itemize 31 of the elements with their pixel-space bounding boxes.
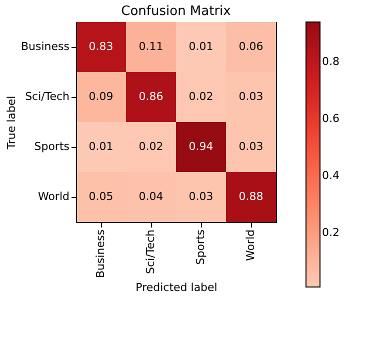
color-bar-label: 0.8: [322, 54, 340, 68]
data-label: 0.06: [238, 40, 264, 53]
color-bar-label: 0.4: [322, 168, 340, 182]
data-label: 0.05: [88, 190, 114, 203]
data-label: 0.02: [138, 140, 164, 153]
color-bar-label: 0.2: [322, 226, 340, 239]
data-label: 0.83: [88, 40, 114, 53]
y-tick-label: World: [38, 190, 70, 203]
y-tick-label: Business: [20, 40, 70, 53]
data-label: 0.88: [238, 190, 264, 203]
data-label: 0.01: [188, 40, 214, 53]
data-label: 0.94: [188, 140, 214, 153]
data-label: 0.02: [188, 90, 214, 103]
data-label: 0.03: [238, 140, 264, 153]
x-tick-label: World: [244, 230, 257, 262]
chart-title: Confusion Matrix: [121, 4, 232, 19]
x-tick-label: Sci/Tech: [144, 229, 157, 274]
data-label: 0.86: [138, 90, 164, 103]
color-bar-label: 0.6: [322, 112, 340, 125]
x-tick-label: Business: [94, 229, 107, 278]
y-tick-label: Sports: [34, 140, 70, 153]
data-label: 0.01: [88, 140, 114, 153]
x-tick-label: Sports: [194, 229, 207, 265]
data-label: 0.03: [188, 190, 214, 203]
data-label: 0.09: [88, 90, 114, 103]
y-tick-label: Sci/Tech: [25, 90, 70, 103]
data-label: 0.04: [138, 190, 164, 203]
y-axis-title: True label: [4, 96, 18, 150]
data-label: 0.11: [138, 40, 164, 53]
data-label: 0.03: [238, 90, 264, 103]
x-axis-title: Predicted label: [136, 281, 218, 294]
